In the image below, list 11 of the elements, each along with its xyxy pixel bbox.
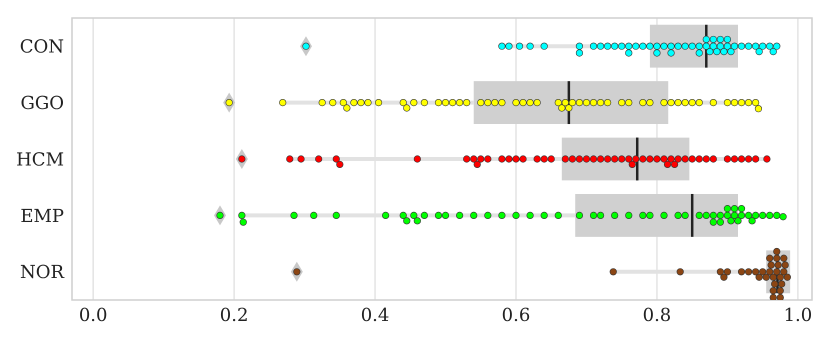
x-tick-label: 0.8: [642, 304, 672, 326]
y-tick-label: NOR: [20, 262, 64, 284]
x-tick-label: 0.2: [220, 304, 248, 326]
x-tick-label: 0.4: [360, 304, 390, 326]
y-tick-label: EMP: [20, 206, 64, 227]
y-tick-label: GGO: [20, 92, 64, 114]
x-tick-label: 0.0: [78, 304, 108, 326]
y-tick-label: HCM: [16, 149, 64, 170]
y-tick-label: CON: [20, 36, 64, 58]
x-tick-label: 0.6: [502, 304, 530, 326]
x-tick-label: 1.0: [784, 304, 812, 326]
